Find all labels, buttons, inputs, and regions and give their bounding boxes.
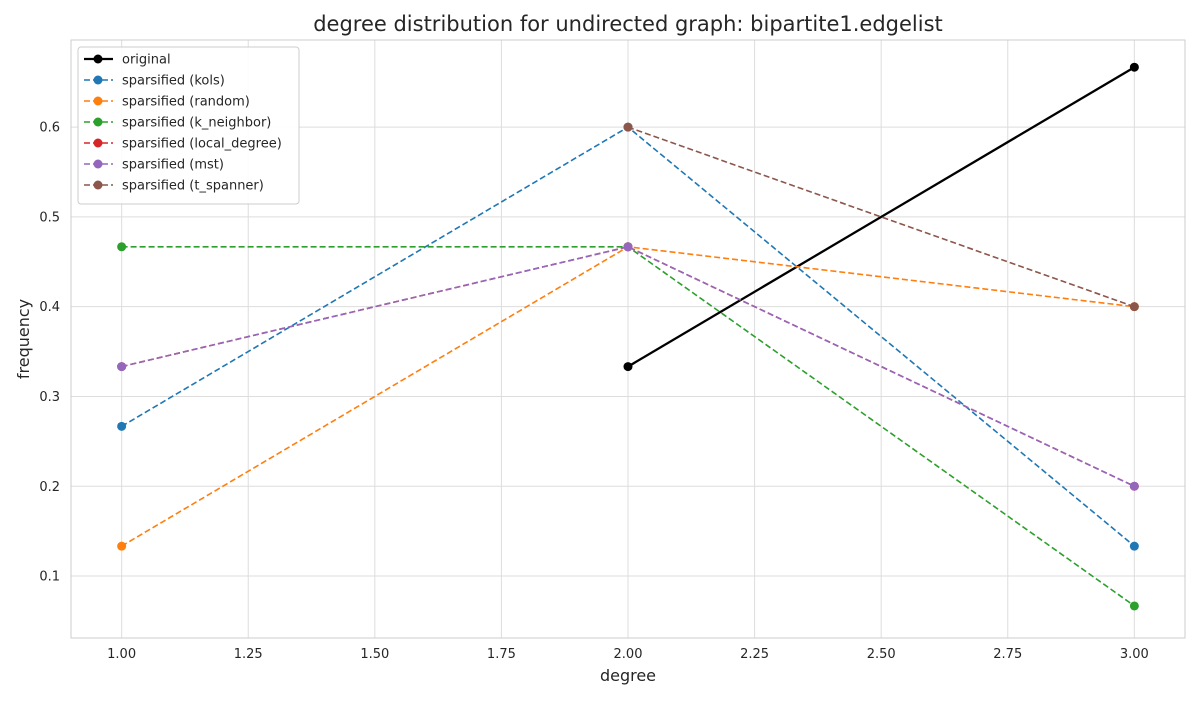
- x-tick-label: 2.75: [993, 647, 1022, 662]
- legend-item: sparsified (t_spanner): [84, 179, 264, 194]
- x-tick-label: 1.50: [360, 647, 389, 662]
- plot-frame: [70, 39, 1186, 639]
- x-tick-label: 1.00: [107, 647, 136, 662]
- x-tick-label: 1.75: [487, 647, 516, 662]
- chart-title: degree distribution for undirected graph…: [313, 12, 943, 36]
- grid: [70, 39, 1186, 639]
- y-tick-label: 0.5: [39, 210, 60, 225]
- x-tick-label: 1.25: [234, 647, 263, 662]
- series-line: [627, 66, 1135, 368]
- y-tick-label: 0.3: [39, 390, 60, 405]
- data-point: [117, 541, 127, 551]
- legend-label: sparsified (mst): [122, 158, 224, 173]
- data-point: [1129, 302, 1139, 312]
- legend-label: sparsified (t_spanner): [122, 179, 264, 194]
- legend: original sparsified (kols) sparsified (ran…: [77, 46, 300, 205]
- x-axis-label: degree: [600, 666, 656, 685]
- legend-marker: [93, 75, 103, 85]
- data-point: [117, 242, 127, 252]
- legend-box: [77, 46, 300, 205]
- data-point: [1129, 62, 1139, 72]
- legend-marker: [93, 117, 103, 127]
- legend-marker: [93, 159, 103, 169]
- legend-label: sparsified (kols): [122, 74, 225, 89]
- legend-item: sparsified (mst): [84, 158, 224, 173]
- series-sparsified-mst: [117, 242, 1139, 491]
- legend-marker: [93, 54, 103, 64]
- x-tick-label: 2.50: [867, 647, 896, 662]
- x-tick-label: 2.25: [740, 647, 769, 662]
- series-sparsified-t-spanner: [623, 122, 1139, 312]
- y-tick-label: 0.1: [39, 570, 60, 585]
- legend-label: sparsified (k_neighbor): [122, 116, 271, 131]
- legend-item: sparsified (local_degree): [84, 137, 282, 152]
- data-point: [117, 362, 127, 372]
- series-group: [117, 62, 1139, 611]
- data-point: [623, 242, 633, 252]
- legend-label: sparsified (local_degree): [122, 137, 282, 152]
- x-tick-label: 2.00: [614, 647, 643, 662]
- legend-item: sparsified (k_neighbor): [84, 116, 271, 131]
- data-point: [1129, 481, 1139, 491]
- legend-item: sparsified (kols): [84, 74, 225, 89]
- x-tick-label: 3.00: [1120, 647, 1149, 662]
- legend-item: sparsified (random): [84, 95, 250, 110]
- y-tick-label: 0.2: [39, 480, 60, 495]
- legend-marker: [93, 96, 103, 106]
- legend-marker: [93, 180, 103, 190]
- y-tick-label: 0.6: [39, 121, 60, 136]
- data-point: [1129, 601, 1139, 611]
- legend-item: original: [84, 53, 171, 68]
- series-line: [121, 245, 1135, 488]
- series-original: [623, 62, 1139, 372]
- y-tick-label: 0.4: [39, 300, 60, 315]
- data-point: [623, 122, 633, 132]
- data-point: [117, 421, 127, 431]
- legend-label: original: [122, 53, 171, 68]
- data-point: [1129, 541, 1139, 551]
- tick-labels: 1.00 1.25 1.50 1.75 2.00 2.25 2.50 2.75 3.00 0.1 0…: [39, 121, 1149, 662]
- data-point: [623, 362, 633, 372]
- y-axis-label: frequency: [14, 299, 33, 379]
- legend-marker: [93, 138, 103, 148]
- legend-label: sparsified (random): [122, 95, 250, 110]
